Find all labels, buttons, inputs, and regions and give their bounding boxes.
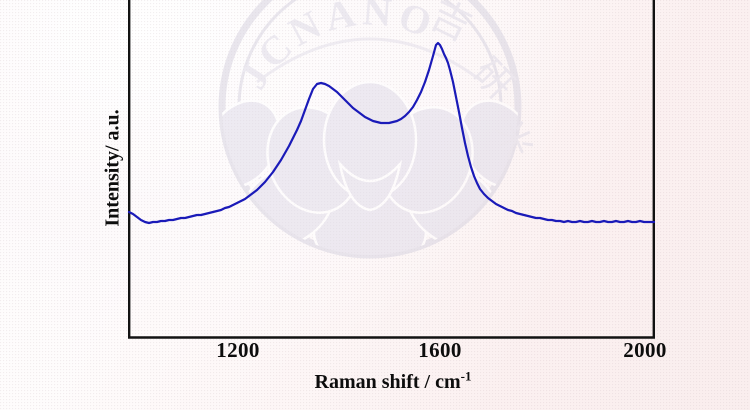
plot-frame [127, 0, 655, 339]
x-axis-title-superscript: -1 [460, 368, 472, 384]
watermark-cjk-2: 研 [465, 50, 523, 108]
x-tick-label-1600: 1600 [418, 338, 462, 362]
watermark-cjk-3: 米 [487, 115, 539, 165]
x-axis-title: Raman shift / cm-1 [314, 368, 472, 394]
x-tick-label-2000: 2000 [623, 338, 667, 362]
watermark-text: JCNANO [230, 0, 442, 97]
spectrum-curve [127, 41, 656, 225]
y-axis-title: Intensity/ a.u. [101, 109, 124, 227]
jcnano-watermark: JCNANO 吉 研 米 [218, 0, 539, 259]
x-axis-title-text: Raman shift / cm [314, 371, 461, 393]
x-tick-label-1200: 1200 [216, 338, 260, 362]
watermark-cjk-1: 吉 [423, 0, 479, 51]
